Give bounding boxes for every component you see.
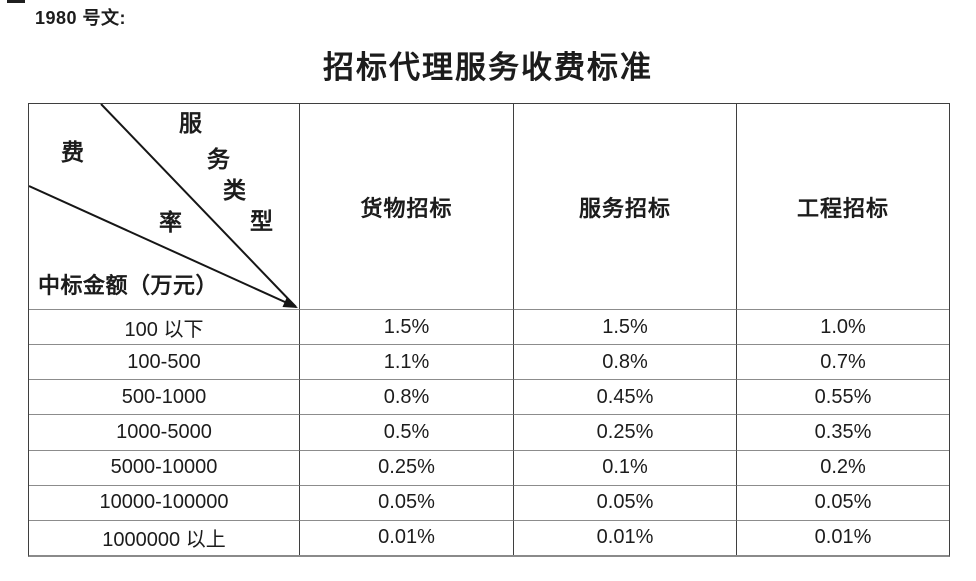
row-amount-label: 10000-100000: [29, 484, 299, 520]
rate-cell: 0.1%: [513, 449, 736, 485]
row-amount-label: 100-500: [29, 344, 299, 379]
rate-cell: 1.0%: [736, 309, 949, 345]
rate-cell: 0.05%: [299, 484, 513, 520]
rate-cell: 0.05%: [513, 484, 736, 520]
corner-char-fee: 费: [61, 140, 84, 165]
row-amount-label: 5000-10000: [29, 449, 299, 485]
rate-cell: 0.25%: [513, 414, 736, 450]
arrowhead-icon: [282, 298, 298, 308]
rate-cell: 0.2%: [736, 449, 949, 485]
page-title: 招标代理服务收费标准: [323, 50, 653, 85]
rate-cell: 0.35%: [736, 414, 949, 450]
corner-char-xing: 型: [250, 209, 273, 234]
fee-table: 费 率 服 务 类 型 中标金额（万元） 货物招标 服务招标 工程招标 100 …: [28, 103, 950, 557]
diagonal-divider-lines: [29, 104, 298, 308]
row-axis-label: 中标金额（万元）: [38, 273, 219, 298]
row-amount-label: 1000000 以上: [29, 519, 299, 555]
corner-char-service: 服: [179, 111, 202, 136]
row-amount-label: 500-1000: [29, 379, 299, 414]
rate-cell: 0.7%: [736, 344, 949, 380]
corner-char-wu: 务: [207, 147, 230, 172]
rate-cell: 1.1%: [299, 344, 513, 380]
corner-header-cell: 费 率 服 务 类 型 中标金额（万元）: [29, 104, 299, 309]
row-amount-label: 1000-5000: [29, 414, 299, 449]
rate-cell: 0.45%: [513, 379, 736, 415]
rate-cell: 0.55%: [736, 379, 949, 415]
column-header-services: 服务招标: [513, 104, 736, 309]
rate-cell: 0.05%: [736, 484, 949, 520]
rate-cell: 0.01%: [299, 519, 513, 555]
corner-char-rate: 率: [159, 210, 182, 235]
column-header-goods: 货物招标: [299, 104, 513, 309]
doc-ref: 1980 号文:: [35, 8, 127, 28]
corner-char-type: 类: [223, 178, 246, 203]
rate-cell: 0.5%: [299, 414, 513, 450]
rate-cell: 1.5%: [299, 309, 513, 345]
rate-cell: 0.8%: [299, 379, 513, 415]
scan-artifact: [7, 0, 25, 3]
rate-cell: 0.01%: [736, 519, 949, 555]
rate-cell: 0.25%: [299, 449, 513, 485]
row-amount-label: 100 以下: [29, 309, 299, 344]
rate-cell: 0.8%: [513, 344, 736, 380]
rate-cell: 1.5%: [513, 309, 736, 345]
rate-cell: 0.01%: [513, 519, 736, 555]
column-header-works: 工程招标: [736, 104, 949, 309]
